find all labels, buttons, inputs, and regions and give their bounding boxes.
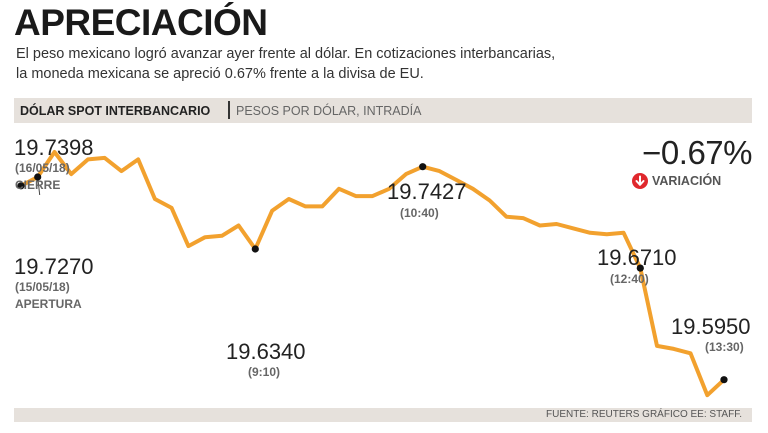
p1240-time-label: (12:40) (610, 272, 649, 286)
marker-p1330 (720, 376, 728, 384)
marker-high (419, 163, 427, 171)
p1330-time-label: (13:30) (705, 340, 744, 354)
high-time-label: (10:40) (400, 206, 439, 220)
chart-units: PESOS POR DÓLAR, INTRADÍA (236, 104, 422, 118)
low-time-label: (9:10) (248, 365, 280, 379)
marker-open (17, 182, 25, 190)
variation-value: −0.67% (642, 134, 752, 171)
page-title: APRECIACIÓN (14, 2, 268, 43)
close-value-label: 19.7398 (14, 135, 94, 160)
open-value-label: 19.7270 (14, 254, 94, 279)
chart-header-band: DÓLAR SPOT INTERBANCARIO PESOS POR DÓLAR… (14, 98, 752, 123)
close-date-label: (16/05/18) (15, 161, 70, 175)
open-date-label: (15/05/18) (15, 280, 70, 294)
source-note: FUENTE: REUTERS GRÁFICO EE: STAFF. (546, 409, 742, 420)
chart-title: DÓLAR SPOT INTERBANCARIO (20, 104, 211, 118)
high-value-label: 19.7427 (387, 179, 467, 204)
p1330-value-label: 19.5950 (671, 314, 751, 339)
open-tag-label: APERTURA (15, 297, 82, 311)
series-line (19, 150, 726, 398)
subtitle-line-2: la moneda mexicana se apreció 0.67% fren… (16, 66, 424, 82)
close-tag-label: CIERRE (15, 178, 60, 192)
band-divider (228, 101, 230, 119)
variation-label: VARIACIÓN (652, 174, 722, 188)
low-value-label: 19.6340 (226, 339, 306, 364)
footer-band: FUENTE: REUTERS GRÁFICO EE: STAFF. (14, 408, 752, 422)
subtitle-line-1: El peso mexicano logró avanzar ayer fren… (16, 46, 556, 62)
p1240-value-label: 19.6710 (597, 245, 677, 270)
arrow-down-circle-icon (632, 173, 648, 189)
marker-low (251, 245, 259, 253)
marker-p1240 (636, 264, 644, 272)
marker-close (34, 173, 42, 181)
